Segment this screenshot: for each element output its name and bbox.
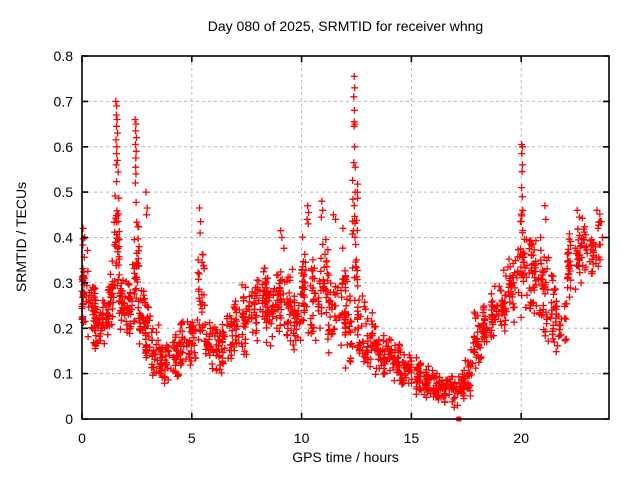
y-tick-label: 0.2 (54, 320, 74, 336)
y-tick-label: 0 (65, 411, 73, 427)
chart-title: Day 080 of 2025, SRMTID for receiver whn… (207, 18, 484, 34)
x-tick-label: 10 (294, 430, 310, 446)
x-tick-label: 20 (513, 430, 529, 446)
scatter-points (78, 72, 606, 411)
y-tick-label: 0.4 (54, 230, 74, 246)
axis-ticks (81, 55, 609, 420)
y-tick-label: 0.8 (54, 48, 74, 64)
x-axis-label: GPS time / hours (292, 449, 399, 465)
x-tick-label: 0 (78, 430, 86, 446)
y-tick-label: 0.6 (54, 139, 74, 155)
x-tick-label: 15 (404, 430, 420, 446)
x-tick-label: 5 (188, 430, 196, 446)
y-tick-label: 0.5 (54, 184, 74, 200)
y-tick-label: 0.3 (54, 275, 74, 291)
y-tick-label: 0.1 (54, 366, 74, 382)
y-tick-label: 0.7 (54, 93, 74, 109)
